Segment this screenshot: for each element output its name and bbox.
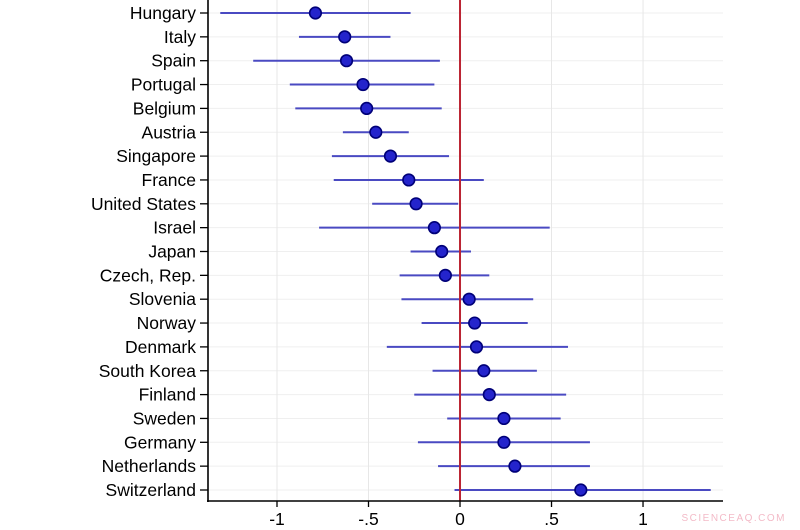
country-label: South Korea	[99, 361, 197, 381]
country-label: Japan	[148, 242, 196, 262]
country-label: Norway	[137, 313, 197, 333]
country-label: Switzerland	[106, 480, 196, 500]
point-estimate-dot	[482, 388, 496, 402]
watermark: SCIENCEAQ.COM	[681, 513, 786, 524]
point-estimate-dot	[383, 149, 398, 163]
point-estimate-dot	[468, 316, 482, 330]
point-estimate-dot	[435, 244, 449, 259]
x-tick-label: 1	[638, 509, 648, 529]
country-label: Denmark	[125, 337, 196, 357]
country-label: Austria	[142, 122, 197, 142]
point-estimate-dot	[574, 483, 588, 497]
point-estimate-dot	[497, 411, 511, 426]
point-estimate-dot	[369, 125, 383, 139]
country-label: Italy	[164, 27, 196, 47]
point-estimate-dot	[497, 435, 511, 449]
country-label: Hungary	[130, 3, 196, 23]
country-label: Finland	[139, 385, 196, 405]
point-estimate-dot	[402, 173, 416, 187]
country-label: Singapore	[116, 146, 196, 166]
country-label: Germany	[124, 432, 196, 452]
point-estimate-dot	[339, 54, 354, 68]
country-label: United States	[91, 194, 196, 214]
point-estimate-dot	[427, 221, 441, 235]
point-estimate-dot	[409, 197, 423, 211]
point-estimate-dot	[508, 459, 522, 473]
country-label: Slovenia	[129, 289, 196, 309]
x-tick-label: 0	[455, 509, 465, 529]
point-estimate-dot	[308, 6, 323, 20]
country-label: Czech, Rep.	[100, 265, 196, 285]
x-tick-label: -.5	[358, 509, 378, 529]
country-label: Sweden	[133, 408, 196, 428]
country-label: Netherlands	[102, 456, 197, 476]
point-estimate-dot	[469, 340, 484, 354]
point-estimate-dot	[462, 292, 476, 306]
point-estimate-dot	[338, 30, 352, 44]
x-tick-label: .5	[544, 509, 559, 529]
country-label: Portugal	[131, 75, 196, 95]
point-estimate-dot	[360, 101, 374, 115]
country-label: France	[142, 170, 196, 190]
country-label: Spain	[151, 51, 196, 71]
country-label: Israel	[153, 218, 196, 238]
x-tick-label: -1	[269, 509, 285, 529]
country-label: Belgium	[133, 98, 196, 118]
point-estimate-dot	[438, 268, 452, 282]
point-estimate-dot	[356, 77, 370, 92]
point-estimate-dot	[477, 364, 491, 378]
